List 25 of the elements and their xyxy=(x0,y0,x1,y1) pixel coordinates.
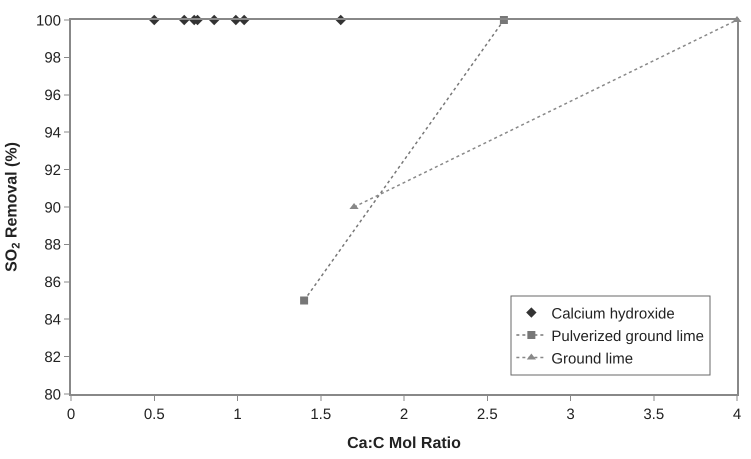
legend-label: Calcium hydroxide xyxy=(551,305,675,322)
x-tick-label: 0 xyxy=(66,406,76,423)
x-tick-label: 2.5 xyxy=(476,406,498,423)
x-tick-label: 3 xyxy=(566,406,575,423)
x-tick-label: 3.5 xyxy=(643,406,664,423)
legend-label: Pulverized ground lime xyxy=(551,328,704,345)
y-tick-label: 90 xyxy=(44,199,61,216)
y-tick-label: 98 xyxy=(44,50,61,67)
y-tick-label: 80 xyxy=(44,386,61,404)
y-tick-label: 100 xyxy=(36,12,61,30)
y-tick-label: 94 xyxy=(44,124,61,142)
x-axis-title: Ca:C Mol Ratio xyxy=(347,435,462,452)
y-tick-label: 84 xyxy=(44,311,61,328)
y-tick-label: 92 xyxy=(44,162,61,179)
x-tick-label: 4 xyxy=(732,406,742,423)
x-tick-label: 1.5 xyxy=(310,406,332,423)
legend-label: Ground lime xyxy=(551,350,634,368)
y-tick-label: 88 xyxy=(44,236,61,254)
y-tick-label: 96 xyxy=(44,87,61,104)
x-tick-label: 1 xyxy=(233,406,242,423)
x-tick-label: 0.5 xyxy=(144,406,165,423)
y-tick-label: 82 xyxy=(44,348,61,366)
y-tick-label: 86 xyxy=(44,274,61,292)
x-tick-label: 2 xyxy=(400,406,408,423)
point xyxy=(300,296,308,304)
